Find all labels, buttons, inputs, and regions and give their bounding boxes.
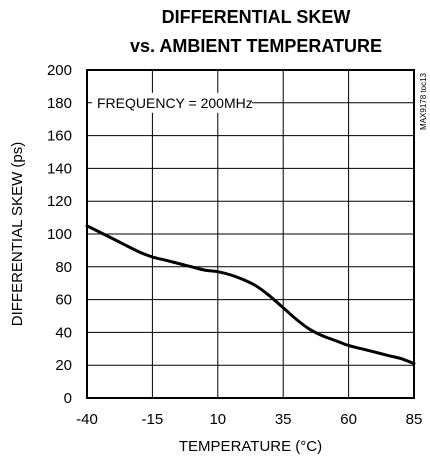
x-tick-label: 35 — [275, 411, 292, 428]
y-tick-label: 200 — [47, 62, 72, 79]
y-tick-label: 40 — [55, 324, 72, 341]
x-axis-label: TEMPERATURE (°C) — [179, 438, 322, 455]
x-tick-labels: -40 -15 10 35 60 85 — [76, 411, 422, 428]
frequency-annotation: FREQUENCY = 200MHz — [97, 95, 253, 111]
annotation-background — [92, 92, 252, 113]
y-axis-label: DIFFERENTIAL SKEW (ps) — [9, 142, 26, 326]
x-tick-label: 60 — [340, 411, 357, 428]
chart-title-line-1: DIFFERENTIAL SKEW — [161, 7, 351, 27]
x-tick-label: -40 — [76, 411, 98, 428]
series-line — [85, 224, 416, 366]
y-tick-label: 140 — [47, 160, 72, 177]
plot-frame — [86, 69, 415, 399]
series-group — [85, 224, 416, 366]
y-tick-label: 80 — [55, 259, 72, 276]
y-tick-labels: 0 20 40 60 80 100 120 140 160 180 200 — [47, 62, 72, 407]
x-tick-label: -15 — [142, 411, 164, 428]
x-tick-label: 85 — [406, 411, 423, 428]
chart-title-line-2: vs. AMBIENT TEMPERATURE — [129, 36, 383, 56]
y-tick-label: 120 — [47, 193, 72, 210]
grid — [87, 70, 414, 398]
part-number-label: MAX9178 toc13 — [419, 72, 428, 129]
y-tick-label: 0 — [64, 390, 72, 407]
y-tick-label: 60 — [55, 292, 72, 309]
y-tick-label: 20 — [55, 357, 72, 374]
x-tick-label: 10 — [209, 411, 226, 428]
y-tick-label: 100 — [47, 226, 72, 243]
y-tick-label: 180 — [47, 95, 72, 112]
y-tick-label: 160 — [47, 128, 72, 145]
